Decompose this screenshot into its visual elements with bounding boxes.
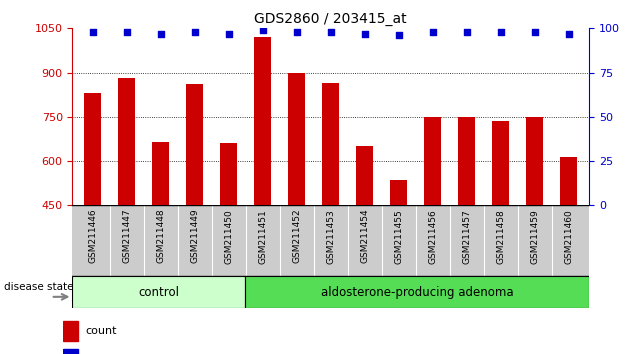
Text: GSM211458: GSM211458 (496, 209, 505, 264)
Text: GSM211446: GSM211446 (88, 209, 98, 263)
FancyBboxPatch shape (244, 276, 589, 308)
Bar (63, 349, 78, 354)
Point (394, 33, 404, 38)
Title: GDS2860 / 203415_at: GDS2860 / 203415_at (255, 12, 407, 26)
Bar (152, 142, 169, 338)
Point (190, 29, 200, 35)
Point (360, 31, 370, 36)
Bar (255, 37, 272, 338)
Point (564, 31, 574, 36)
Point (530, 29, 540, 35)
Text: GSM211457: GSM211457 (462, 209, 471, 264)
Text: GSM211455: GSM211455 (394, 209, 403, 264)
Text: GSM211456: GSM211456 (428, 209, 437, 264)
Bar (63, 321, 78, 341)
Bar (424, 117, 441, 338)
Point (496, 29, 506, 35)
Text: count: count (86, 326, 117, 336)
Bar (84, 93, 101, 338)
Text: GSM211450: GSM211450 (224, 209, 233, 264)
Bar (458, 118, 475, 338)
Bar (323, 83, 339, 338)
Text: GSM211448: GSM211448 (156, 209, 165, 263)
Text: GSM211459: GSM211459 (530, 209, 539, 264)
Text: GSM211447: GSM211447 (122, 209, 131, 263)
Bar (118, 79, 135, 338)
Bar (289, 73, 306, 338)
Text: GSM211460: GSM211460 (564, 209, 573, 264)
Bar (492, 121, 509, 338)
Text: GSM211452: GSM211452 (292, 209, 301, 263)
FancyBboxPatch shape (72, 276, 244, 308)
Bar (560, 156, 577, 338)
Bar (186, 84, 203, 338)
Bar (356, 146, 373, 338)
Text: GSM211453: GSM211453 (326, 209, 335, 264)
Point (224, 31, 234, 36)
Point (156, 31, 166, 36)
Text: GSM211451: GSM211451 (258, 209, 267, 264)
Bar (390, 180, 407, 338)
Text: GSM211449: GSM211449 (190, 209, 199, 263)
Point (122, 29, 132, 35)
Text: disease state: disease state (4, 282, 73, 292)
Point (462, 29, 472, 35)
Bar (526, 118, 543, 338)
Point (88, 29, 98, 35)
Point (428, 29, 438, 35)
Point (326, 29, 336, 35)
Point (258, 27, 268, 33)
Text: control: control (138, 286, 179, 298)
Text: aldosterone-producing adenoma: aldosterone-producing adenoma (321, 286, 513, 298)
Point (292, 29, 302, 35)
Bar (220, 143, 238, 338)
Text: GSM211454: GSM211454 (360, 209, 369, 263)
